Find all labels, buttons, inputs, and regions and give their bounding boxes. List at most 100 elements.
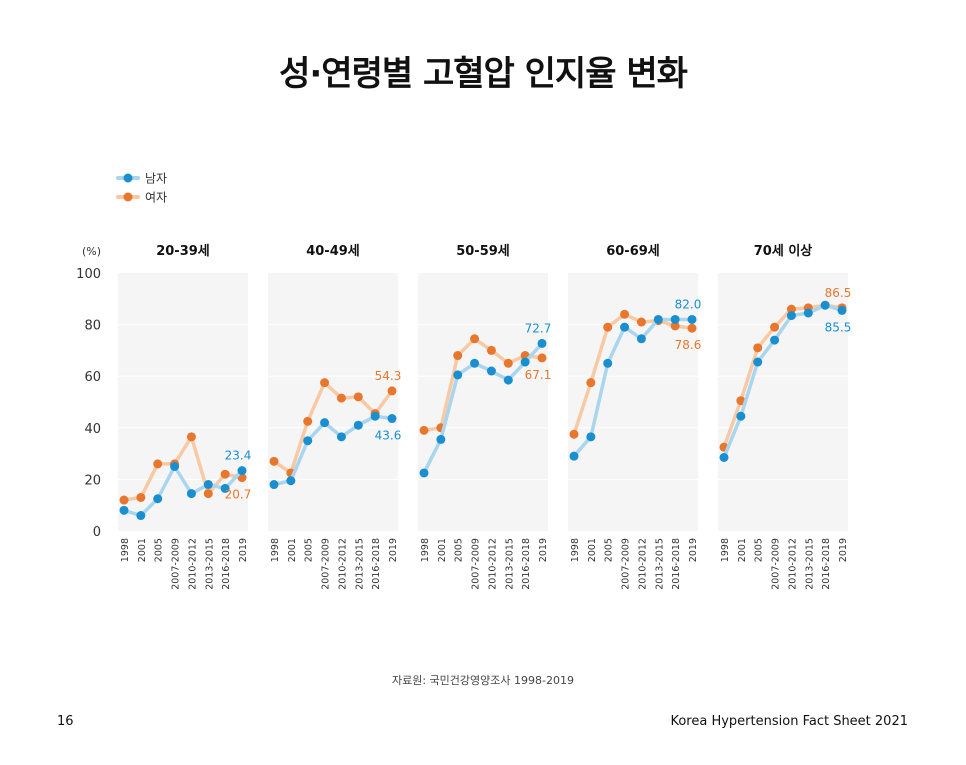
- x-tick-label: 2010-2012: [637, 538, 648, 590]
- data-label-male: 85.5: [825, 320, 852, 334]
- data-point-female: [303, 416, 313, 426]
- page-title: 성·연령별 고혈압 인지율 변화: [279, 54, 688, 94]
- x-tick-label: 1998: [720, 538, 731, 562]
- data-point-female: [320, 378, 330, 388]
- x-tick-label: 2010-2012: [337, 538, 348, 590]
- data-point-male: [170, 462, 180, 471]
- data-label-male: 72.7: [525, 321, 552, 335]
- data-point-male: [753, 357, 763, 367]
- panel-title: 60-69세: [606, 244, 660, 259]
- data-point-female: [419, 425, 429, 435]
- x-tick-label: 1998: [420, 538, 431, 562]
- y-tick-label: 20: [84, 473, 101, 488]
- x-tick-label: 2001: [437, 538, 448, 562]
- data-point-female: [153, 459, 163, 469]
- panel-title: 20-39세: [156, 244, 210, 259]
- data-point-male: [820, 300, 830, 310]
- data-point-male: [453, 370, 463, 380]
- x-tick-label: 2005: [754, 538, 765, 562]
- x-tick-label: 2016-2018: [821, 538, 832, 590]
- x-tick-label: 1998: [270, 538, 281, 562]
- x-tick-label: 2013-2015: [504, 538, 515, 590]
- data-label-male: 82.0: [675, 297, 702, 311]
- y-tick-label: 80: [84, 319, 101, 334]
- data-point-male: [387, 414, 397, 424]
- data-point-male: [770, 335, 780, 345]
- data-point-male: [653, 314, 663, 324]
- x-tick-label: 2019: [538, 538, 549, 562]
- data-point-female: [636, 317, 646, 327]
- data-point-male: [687, 314, 697, 324]
- data-label-male: 43.6: [375, 429, 402, 443]
- data-point-female: [736, 396, 746, 406]
- x-tick-label: 2013-2015: [354, 538, 365, 590]
- data-point-female: [136, 492, 146, 502]
- data-point-male: [436, 434, 446, 444]
- data-point-male: [537, 338, 547, 348]
- data-point-female: [486, 345, 496, 355]
- y-tick-label: 40: [84, 422, 101, 437]
- data-point-female: [569, 429, 579, 439]
- x-tick-label: 2019: [688, 538, 699, 562]
- data-point-female: [786, 304, 796, 314]
- x-tick-label: 2016-2018: [371, 538, 382, 590]
- y-tick-label: 0: [93, 525, 101, 540]
- data-point-male: [370, 411, 380, 421]
- x-tick-label: 2010-2012: [787, 538, 798, 590]
- data-point-female: [503, 358, 513, 368]
- data-point-male: [320, 418, 330, 428]
- x-tick-label: 2001: [137, 538, 148, 562]
- data-label-female: 54.3: [375, 369, 402, 383]
- x-tick-label: 2007-2009: [321, 538, 332, 590]
- data-point-female: [119, 495, 129, 505]
- data-point-male: [503, 375, 513, 385]
- data-point-male: [636, 334, 646, 344]
- data-point-male: [736, 411, 746, 421]
- data-point-male: [837, 305, 847, 315]
- data-point-male: [603, 358, 613, 368]
- legend-label-male: 남자: [145, 172, 167, 186]
- panel-background: [418, 273, 548, 531]
- data-point-male: [786, 311, 796, 321]
- x-tick-label: 2010-2012: [187, 538, 198, 590]
- panel-background: [268, 273, 398, 531]
- data-point-female: [770, 322, 780, 332]
- x-tick-label: 2016-2018: [671, 538, 682, 590]
- x-tick-label: 2010-2012: [487, 538, 498, 590]
- legend-marker-male: [123, 173, 133, 183]
- x-tick-label: 2019: [238, 538, 249, 562]
- data-point-female: [186, 432, 196, 442]
- data-point-female: [537, 353, 547, 363]
- data-point-male: [803, 308, 813, 318]
- panel-title: 40-49세: [306, 244, 360, 259]
- x-tick-label: 2007-2009: [471, 538, 482, 590]
- x-tick-label: 2005: [454, 538, 465, 562]
- x-tick-label: 2013-2015: [204, 538, 215, 590]
- x-tick-label: 2016-2018: [521, 538, 532, 590]
- data-point-female: [687, 323, 697, 333]
- data-point-female: [753, 343, 763, 353]
- data-point-female: [670, 321, 680, 331]
- data-point-male: [353, 420, 363, 430]
- data-point-male: [569, 451, 579, 461]
- data-point-male: [670, 314, 680, 324]
- data-point-female: [603, 322, 613, 332]
- x-tick-label: 1998: [570, 538, 581, 562]
- data-point-male: [286, 476, 296, 486]
- x-tick-label: 2016-2018: [221, 538, 232, 590]
- x-tick-label: 2007-2009: [621, 538, 632, 590]
- y-unit-label: (%): [82, 245, 101, 258]
- legend-marker-female: [123, 192, 133, 202]
- panel-title: 70세 이상: [754, 243, 813, 259]
- data-point-female: [336, 393, 346, 403]
- data-label-female: 86.5: [825, 286, 852, 300]
- x-tick-label: 1998: [120, 538, 131, 562]
- data-point-male: [303, 436, 313, 446]
- x-tick-label: 2007-2009: [171, 538, 182, 590]
- data-point-male: [186, 489, 196, 499]
- data-point-female: [220, 469, 230, 479]
- data-point-female: [353, 392, 363, 402]
- x-tick-label: 2001: [587, 538, 598, 562]
- data-label-female: 78.6: [675, 338, 702, 352]
